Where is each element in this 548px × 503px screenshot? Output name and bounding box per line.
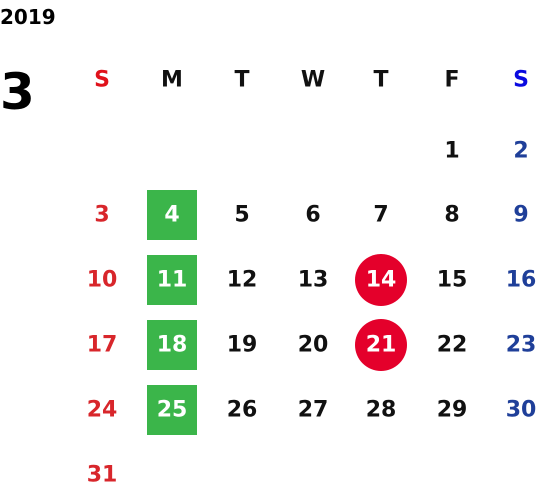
- day: 2: [513, 139, 528, 164]
- day: 23: [506, 333, 537, 358]
- day: 30: [506, 398, 537, 423]
- day: 25: [157, 398, 188, 423]
- day: 17: [87, 333, 118, 358]
- day: 6: [305, 203, 320, 228]
- day: 31: [87, 463, 118, 488]
- day: 10: [87, 268, 118, 293]
- day: 3: [94, 203, 109, 228]
- highlight-square: [147, 255, 197, 305]
- weekday-label: S: [94, 68, 110, 93]
- weekday-label: M: [161, 68, 183, 93]
- day: 26: [227, 398, 258, 423]
- highlight-square: [147, 320, 197, 370]
- day: 28: [366, 398, 397, 423]
- day: 19: [227, 333, 258, 358]
- day: 13: [298, 268, 329, 293]
- day: 12: [227, 268, 258, 293]
- day: 21: [366, 333, 397, 358]
- day: 18: [157, 333, 188, 358]
- day: 14: [366, 268, 397, 293]
- day: 20: [298, 333, 329, 358]
- day: 1: [444, 139, 459, 164]
- weekday-label: T: [373, 68, 388, 93]
- day: 4: [164, 203, 179, 228]
- day: 15: [437, 268, 468, 293]
- weekday-label: W: [301, 68, 325, 93]
- weekday-label: F: [444, 68, 459, 93]
- year: 2019: [0, 5, 56, 29]
- month: 3: [0, 63, 35, 121]
- weekday-label: S: [513, 68, 529, 93]
- highlight-circle: [355, 319, 407, 371]
- highlight-circle: [355, 254, 407, 306]
- day: 9: [513, 203, 528, 228]
- day: 29: [437, 398, 468, 423]
- day: 22: [437, 333, 468, 358]
- day: 27: [298, 398, 329, 423]
- highlight-square: [147, 190, 197, 240]
- weekday-label: T: [234, 68, 249, 93]
- day: 8: [444, 203, 459, 228]
- day: 5: [234, 203, 249, 228]
- day: 24: [87, 398, 118, 423]
- day: 7: [373, 203, 388, 228]
- day: 11: [157, 268, 188, 293]
- highlight-square: [147, 385, 197, 435]
- day: 16: [506, 268, 537, 293]
